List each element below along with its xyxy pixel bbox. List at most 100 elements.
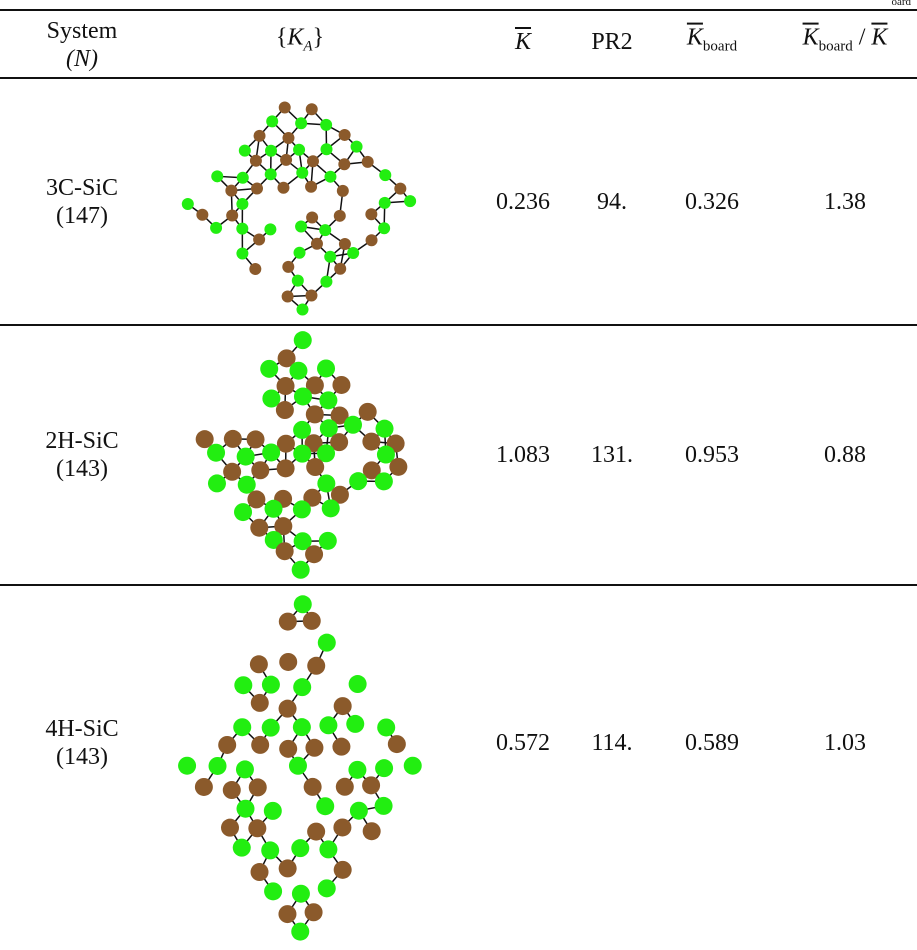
atom <box>261 841 280 860</box>
system-size: (143) <box>56 456 108 482</box>
header-text: board <box>702 38 738 55</box>
atom <box>404 195 417 208</box>
atom <box>261 718 280 737</box>
atom <box>275 542 294 561</box>
atom <box>344 415 363 434</box>
atom <box>348 760 367 779</box>
atom <box>376 445 395 464</box>
atom <box>335 777 354 796</box>
atom <box>250 182 263 195</box>
atom <box>222 781 241 800</box>
atom <box>338 158 351 171</box>
atom <box>317 633 336 652</box>
value-cell: 1.38 <box>824 188 866 215</box>
value-cell: 0.88 <box>824 442 866 468</box>
header-text: A <box>303 38 313 55</box>
atom <box>321 499 340 518</box>
atom <box>318 531 337 550</box>
atom <box>350 140 363 153</box>
atom <box>362 776 381 795</box>
header-text: } <box>312 24 325 51</box>
header-ka: {KA} <box>276 24 324 61</box>
atom <box>263 801 282 820</box>
atom <box>278 859 297 878</box>
atom <box>346 714 365 733</box>
atom <box>333 860 352 879</box>
atom <box>276 459 295 478</box>
atom <box>236 447 255 466</box>
atom <box>320 275 333 288</box>
atom <box>374 796 393 815</box>
structure-image <box>178 595 422 941</box>
header-ratio: Kboard / K <box>803 24 888 61</box>
atom <box>361 155 374 168</box>
atom <box>264 499 283 518</box>
atom <box>265 144 278 157</box>
atom <box>232 838 251 857</box>
atom <box>246 430 265 449</box>
system-name: 3C-SiC <box>45 174 119 201</box>
atom <box>226 209 239 222</box>
atom <box>249 655 268 674</box>
header-text: K <box>686 24 703 51</box>
atom <box>305 289 318 302</box>
atom <box>319 840 338 859</box>
atom <box>333 697 352 716</box>
atom <box>278 101 291 114</box>
atom <box>330 485 349 504</box>
atom <box>317 444 336 463</box>
atom <box>291 274 304 287</box>
atom <box>249 263 262 276</box>
atom <box>310 237 323 250</box>
atom <box>349 472 368 491</box>
atom <box>306 155 319 168</box>
atom <box>324 250 337 263</box>
atom <box>379 169 392 182</box>
atom <box>336 184 349 197</box>
atom <box>292 718 311 737</box>
atom <box>394 182 407 195</box>
atom <box>375 419 394 438</box>
header-kboard: Kboard <box>687 24 737 61</box>
atom <box>223 462 242 481</box>
atom <box>291 884 310 903</box>
atom <box>281 290 294 303</box>
atom <box>378 222 391 235</box>
atom <box>302 611 321 630</box>
atom <box>208 756 227 775</box>
atom <box>236 171 249 184</box>
atom <box>293 420 312 439</box>
atom <box>316 797 335 816</box>
atom <box>320 118 333 131</box>
top-rule <box>0 9 917 11</box>
atom <box>261 675 280 694</box>
atom <box>305 738 324 757</box>
atom <box>317 474 336 493</box>
atom <box>319 224 332 237</box>
atom <box>250 693 269 712</box>
atom <box>264 882 283 901</box>
atom <box>248 819 267 838</box>
system-name: 2H-SiC <box>45 428 119 454</box>
atom <box>233 718 252 737</box>
atom <box>293 678 312 697</box>
atom <box>330 433 349 452</box>
atom <box>303 488 322 507</box>
atom <box>250 518 269 537</box>
value-cell: 0.572 <box>496 729 550 756</box>
atom <box>235 760 254 779</box>
atom <box>218 735 237 754</box>
atom <box>279 652 298 671</box>
system-name: 4H-SiC <box>45 715 119 742</box>
atom <box>225 184 238 197</box>
atom <box>334 262 347 275</box>
atom <box>293 444 312 463</box>
atom <box>210 221 223 234</box>
atom <box>319 716 338 735</box>
atom <box>236 247 249 260</box>
atom <box>375 759 394 778</box>
atom <box>378 196 391 209</box>
atom <box>387 735 406 754</box>
atom <box>253 129 266 142</box>
